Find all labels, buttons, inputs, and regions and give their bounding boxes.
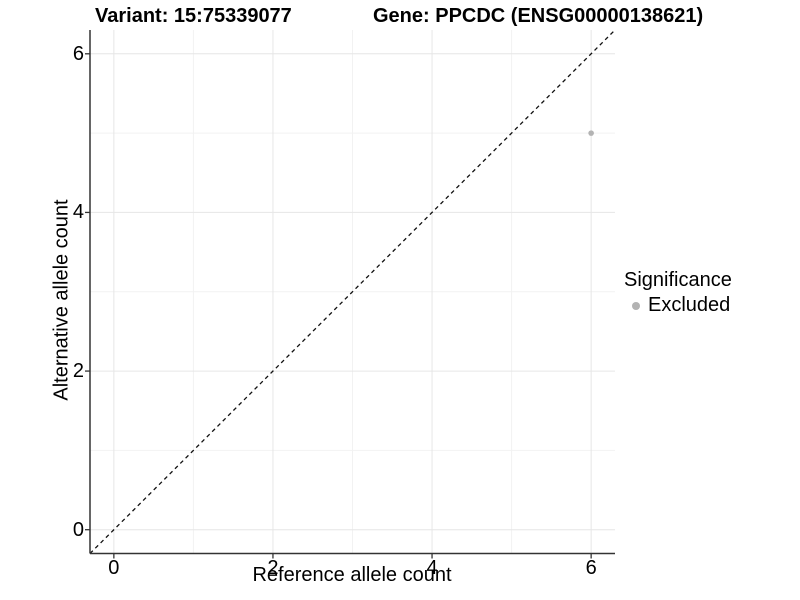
data-point [588,130,594,136]
chart-title-gene: Gene: PPCDC (ENSG00000138621) [373,5,704,27]
y-axis-title: Alternative allele count [50,199,73,401]
x-tick-label: 0 [108,557,120,579]
y-tick-label: 4 [72,201,84,224]
x-tick-label: 4 [426,557,438,579]
y-tick-label: 6 [72,42,84,65]
x-tick-label: 6 [585,557,597,579]
y-tick-label: 0 [72,518,84,541]
x-tick-label: 2 [267,557,279,579]
y-tick-label: 2 [72,360,84,383]
legend-title: Significance [624,269,732,291]
legend-point-icon [632,301,640,310]
legend-item-label: Excluded [648,294,731,316]
legend-item-excluded: Excluded [624,294,732,317]
x-axis-title: Reference allele count [252,564,452,586]
chart-title-variant: Variant: 15:75339077 [95,5,292,27]
legend: Significance Excluded [624,269,732,317]
identity-dashed-line [89,29,616,554]
